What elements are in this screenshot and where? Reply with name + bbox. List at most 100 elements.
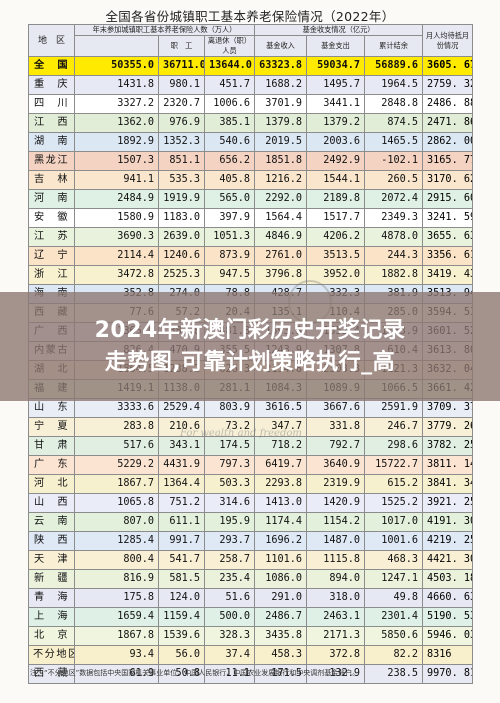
workers-cell: 2525.3	[158, 265, 205, 285]
region-cell: 山 东	[28, 398, 75, 418]
participants-cell: 1285.4	[74, 531, 159, 551]
workers-cell: 50.8	[158, 664, 205, 684]
months-cell: 4191. 30	[422, 512, 474, 532]
income-cell: 1086.0	[254, 569, 307, 589]
retirees-cell: 385.1	[204, 113, 255, 133]
months-cell: 8316	[422, 645, 474, 665]
workers-cell: 535.3	[158, 170, 205, 190]
region-cell: 陕 西	[28, 531, 75, 551]
participants-cell: 5229.2	[74, 455, 159, 475]
expense-cell: 3513.5	[306, 246, 365, 266]
region-cell: 江 西	[28, 113, 75, 133]
participants-cell: 816.9	[74, 569, 159, 589]
workers-cell: 1183.0	[158, 208, 205, 228]
balance-cell: 260.5	[363, 170, 424, 190]
balance-cell: 2591.9	[363, 398, 424, 418]
balance-cell: 246.7	[363, 417, 424, 437]
participants-cell: 3333.6	[74, 398, 159, 418]
table-row: 辽 宁 2114.4 1240.6 873.9 2761.0 3513.5 244.3 335…	[28, 246, 474, 266]
participants-cell: 3472.8	[74, 265, 159, 285]
months-cell: 3779. 26	[422, 417, 474, 437]
retirees-cell: 451.7	[204, 75, 255, 95]
months-cell: 3170. 62	[422, 170, 474, 190]
income-cell: 347.7	[254, 417, 307, 437]
income-cell: 6419.7	[254, 455, 307, 475]
balance-cell: 2301.4	[363, 607, 424, 627]
table-header-row-1: 地 区 年末参加城镇职工基本养老保险人数（万人） 基金收支情况（亿元） 月人均待…	[28, 24, 474, 57]
balance-cell: 2072.4	[363, 189, 424, 209]
region-cell: 云 南	[28, 512, 75, 532]
expense-cell: 1517.7	[306, 208, 365, 228]
banner-headline-line-1[interactable]: 2024年新澳门彩历史开奖记录	[94, 318, 406, 343]
table-row: 山 西 1065.8 751.2 314.6 1413.0 1420.9 1525.2 392…	[28, 493, 474, 513]
participants-cell: 807.0	[74, 512, 159, 532]
header-balance: 累计结余	[363, 35, 424, 57]
retirees-cell: 803.9	[204, 398, 255, 418]
header-total-placeholder	[74, 35, 159, 57]
participants-cell: 93.4	[74, 645, 159, 665]
document-title: 全国各省份城镇职工基本养老保险情况（2022年）	[105, 9, 395, 24]
table-row: 青 海 175.8 124.0 51.6 291.0 318.0 49.8 4660. 63	[28, 588, 474, 608]
workers-cell: 851.1	[158, 151, 205, 171]
table-row: 江 苏 3690.3 2639.0 1051.3 4846.9 4206.2 4878.0 3…	[28, 227, 474, 247]
expense-cell: 2171.3	[306, 626, 365, 646]
balance-cell: 56889.6	[363, 56, 424, 76]
workers-cell: 124.0	[158, 588, 205, 608]
workers-cell: 2639.0	[158, 227, 205, 247]
table-row: 吉 林 941.1 535.3 405.8 1216.2 1544.1 260.5 3170.…	[28, 170, 474, 190]
months-cell: 3811. 14	[422, 455, 474, 475]
workers-cell: 2320.7	[158, 94, 205, 114]
table-row: 全 国 50355.0 36711.0 13644.0 63323.8 59034.7 56…	[28, 56, 474, 76]
participants-cell: 1580.9	[74, 208, 159, 228]
retirees-cell: 873.9	[204, 246, 255, 266]
region-cell: 安 徽	[28, 208, 75, 228]
months-cell: 5190. 53	[422, 607, 474, 627]
retirees-cell: 174.5	[204, 436, 255, 456]
header-months: 月人均待抵月份情况	[422, 24, 474, 57]
header-expense: 基金支出	[306, 35, 365, 57]
participants-cell: 1867.7	[74, 474, 159, 494]
region-cell: 黑龙江	[28, 151, 75, 171]
income-cell: 3701.9	[254, 94, 307, 114]
participants-cell: 3690.3	[74, 227, 159, 247]
months-cell: 2862. 00	[422, 132, 474, 152]
workers-cell: 1352.3	[158, 132, 205, 152]
table-row: 陕 西 1285.4 991.7 293.7 1696.2 1487.0 1001.6 421…	[28, 531, 474, 551]
expense-cell: 792.7	[306, 436, 365, 456]
months-cell: 3655. 63	[422, 227, 474, 247]
months-cell: 2486. 88	[422, 94, 474, 114]
expense-cell: 132.9	[306, 664, 365, 684]
income-cell: 2761.0	[254, 246, 307, 266]
table-row: 甘 肃 517.6 343.1 174.5 718.2 792.7 298.6 3782. 2…	[28, 436, 474, 456]
region-cell: 四 川	[28, 94, 75, 114]
retirees-cell: 797.3	[204, 455, 255, 475]
expense-cell: 331.8	[306, 417, 365, 437]
balance-cell: 1964.5	[363, 75, 424, 95]
workers-cell: 343.1	[158, 436, 205, 456]
region-cell: 甘 肃	[28, 436, 75, 456]
retirees-cell: 11.1	[204, 664, 255, 684]
retirees-cell: 1006.6	[204, 94, 255, 114]
balance-cell: 615.2	[363, 474, 424, 494]
balance-cell: 1882.8	[363, 265, 424, 285]
months-cell: 3241. 59	[422, 208, 474, 228]
participants-cell: 800.4	[74, 550, 159, 570]
table-row: 安 徽 1580.9 1183.0 397.9 1564.4 1517.7 2349.3 32…	[28, 208, 474, 228]
months-cell: 3165. 77	[422, 151, 474, 171]
income-cell: 2293.8	[254, 474, 307, 494]
months-cell: 3921. 25	[422, 493, 474, 513]
months-cell: 4660. 63	[422, 588, 474, 608]
balance-cell: 468.3	[363, 550, 424, 570]
region-cell: 浙 江	[28, 265, 75, 285]
workers-cell: 611.1	[158, 512, 205, 532]
participants-cell: 3327.2	[74, 94, 159, 114]
participants-cell: 175.8	[74, 588, 159, 608]
participants-cell: 1507.3	[74, 151, 159, 171]
balance-cell: 1247.1	[363, 569, 424, 589]
expense-cell: 1154.2	[306, 512, 365, 532]
expense-cell: 1115.8	[306, 550, 365, 570]
banner-headline-line-2[interactable]: 走势图,可靠计划策略执行_高	[104, 350, 396, 375]
region-cell: 山 西	[28, 493, 75, 513]
table-row: 重 庆 1431.8 980.1 451.7 1688.2 1495.7 1964.5 275…	[28, 75, 474, 95]
